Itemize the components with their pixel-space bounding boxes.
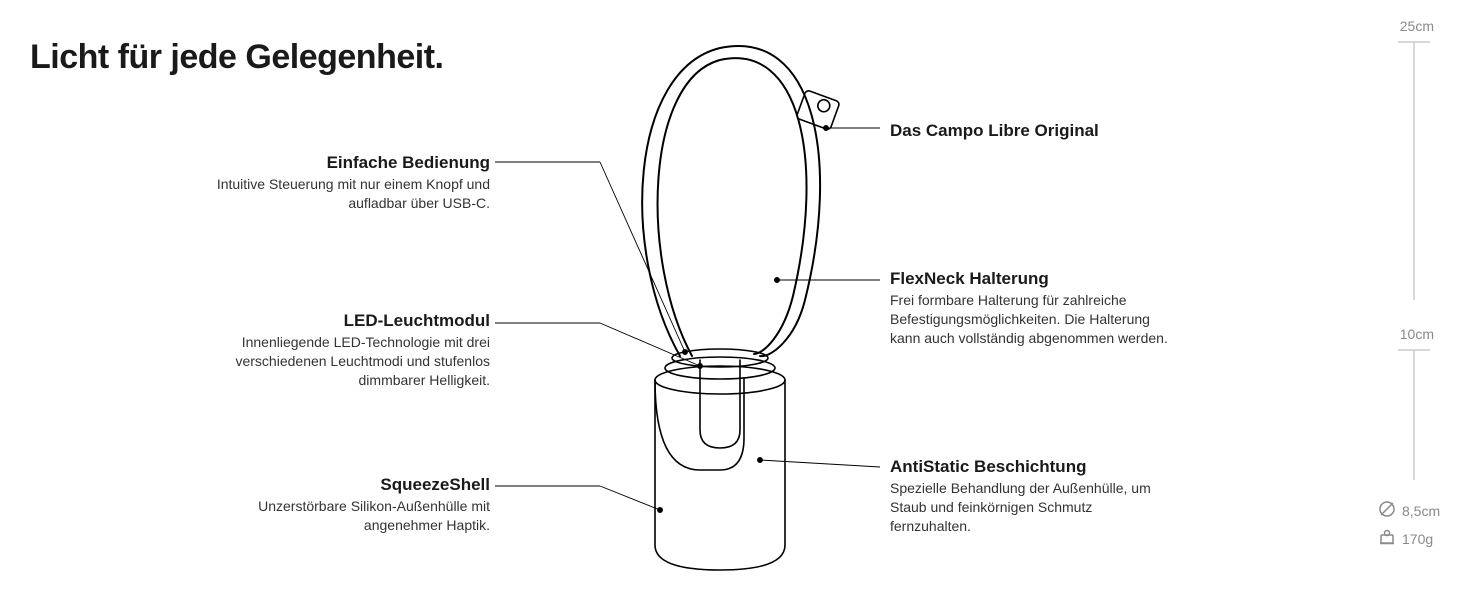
weight-icon	[1378, 528, 1396, 549]
spec-diameter: 8,5cm	[1378, 500, 1440, 521]
callout-desc: Spezielle Behandlung der Außenhülle, um …	[890, 479, 1170, 536]
dimension-25cm: 25cm	[1400, 18, 1434, 34]
callout-einfache-bedienung: Einfache Bedienung Intuitive Steuerung m…	[210, 152, 490, 213]
callout-title: Das Campo Libre Original	[890, 120, 1130, 141]
callout-title: SqueezeShell	[210, 474, 490, 495]
diameter-icon	[1378, 500, 1396, 521]
callout-flexneck-halterung: FlexNeck Halterung Frei formbare Halteru…	[890, 268, 1170, 348]
dimension-10cm: 10cm	[1400, 326, 1434, 342]
spec-diameter-value: 8,5cm	[1402, 503, 1440, 519]
callout-title: AntiStatic Beschichtung	[890, 456, 1170, 477]
callout-desc: Frei formbare Halterung für zahlreiche B…	[890, 291, 1170, 348]
callout-title: FlexNeck Halterung	[890, 268, 1170, 289]
callout-desc: Intuitive Steuerung mit nur einem Knopf …	[210, 175, 490, 213]
spec-weight-value: 170g	[1402, 531, 1433, 547]
callout-led-leuchtmodul: LED-Leuchtmodul Innenliegende LED-Techno…	[210, 310, 490, 390]
callout-antistatic-beschichtung: AntiStatic Beschichtung Spezielle Behand…	[890, 456, 1170, 536]
callout-desc: Innenliegende LED-Technologie mit drei v…	[210, 333, 490, 390]
page-title: Licht für jede Gelegenheit.	[30, 38, 443, 77]
callout-squeezeshell: SqueezeShell Unzerstörbare Silikon-Außen…	[210, 474, 490, 535]
callout-desc: Unzerstörbare Silikon-Außenhülle mit ang…	[210, 497, 490, 535]
callout-campo-libre-original: Das Campo Libre Original	[890, 120, 1130, 143]
callout-title: Einfache Bedienung	[210, 152, 490, 173]
callout-title: LED-Leuchtmodul	[210, 310, 490, 331]
spec-weight: 170g	[1378, 528, 1433, 549]
